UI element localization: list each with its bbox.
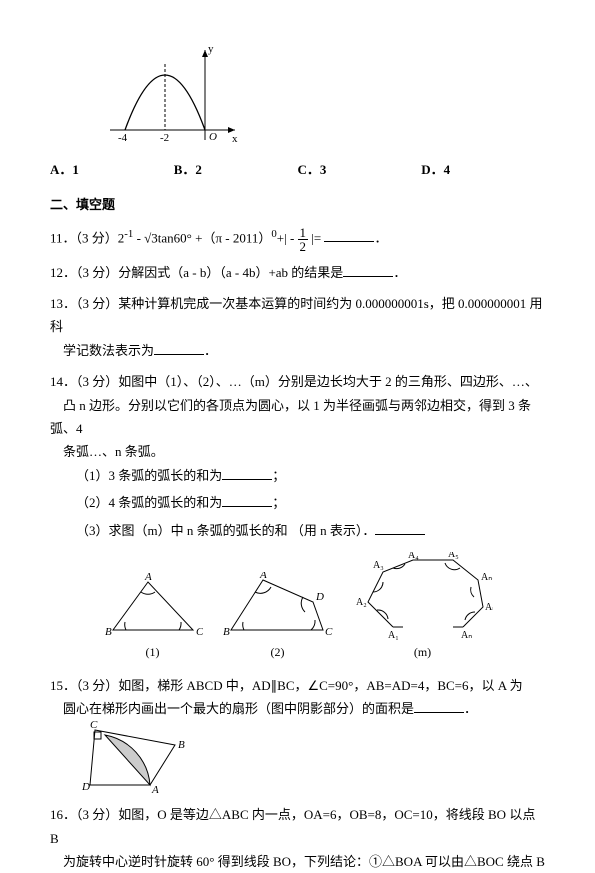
svg-text:C: C [325, 626, 333, 638]
question-12: 12．（3 分）分解因式（a - b）（a - 4b）+ab 的结果是． [50, 261, 545, 284]
svg-text:A₁: A₁ [388, 630, 399, 641]
figure-triangle: A B C [103, 572, 203, 642]
blank-13 [154, 354, 204, 355]
figure-ngon: A₁ A₂ A₃ A₄ A₅ Aₙ₋₂ Aₙ₋₁ Aₙ [353, 552, 493, 642]
question-15: 15．（3 分）如图，梯形 ABCD 中，AD∥BC，∠C=90°，AB=AD=… [50, 674, 545, 796]
svg-text:B: B [178, 739, 185, 751]
option-c: C．3 [298, 158, 422, 181]
axis-y-label: y [208, 43, 214, 55]
blank-12 [343, 276, 393, 277]
svg-text:A: A [144, 572, 152, 583]
tick-neg4: -4 [118, 132, 128, 144]
parabola-figure: y x O -4 -2 [90, 40, 240, 150]
question-16: 16．（3 分）如图，O 是等边△ABC 内一点，OA=6，OB=8，OC=10… [50, 803, 545, 873]
svg-text:Aₙ₋₁: Aₙ₋₁ [485, 602, 493, 613]
option-d: D．4 [421, 158, 545, 181]
svg-text:B: B [105, 626, 112, 638]
blank-14-2 [222, 506, 272, 507]
question-14: 14．（3 分）如图中（1）、（2）、…（m）分别是边长均大于 2 的三角形、四… [50, 370, 545, 663]
blank-14-1 [222, 479, 272, 480]
axis-x-label: x [232, 133, 238, 145]
svg-text:A₂: A₂ [356, 597, 367, 608]
section-2-title: 二、填空题 [50, 193, 545, 216]
svg-text:A₅: A₅ [448, 552, 459, 560]
origin-label: O [209, 131, 217, 143]
svg-text:A: A [151, 784, 159, 795]
blank-11 [324, 241, 374, 242]
svg-text:C: C [196, 626, 203, 638]
svg-text:Aₙ₋₂: Aₙ₋₂ [481, 572, 493, 583]
figure-trapezoid: C B A D [80, 720, 200, 795]
svg-text:A₃: A₃ [373, 560, 384, 571]
svg-text:D: D [81, 781, 90, 793]
svg-text:A₄: A₄ [408, 552, 419, 561]
blank-14-3 [375, 534, 425, 535]
svg-text:D: D [315, 591, 324, 603]
figure-quad: A D C B [223, 572, 333, 642]
svg-text:A: A [259, 572, 267, 581]
question-13: 13．（3 分）某种计算机完成一次基本运算的时间约为 0.000000001s，… [50, 292, 545, 362]
tick-neg2: -2 [160, 132, 169, 144]
blank-15 [414, 712, 464, 713]
svg-text:C: C [90, 720, 98, 731]
question-11: 11．（3 分）2-1 - √3tan60° +（π - 2011）0+| - … [50, 225, 545, 253]
svg-text:Aₙ: Aₙ [461, 630, 472, 641]
option-a: A．1 [50, 158, 174, 181]
option-b: B．2 [174, 158, 298, 181]
svg-text:B: B [223, 626, 230, 638]
